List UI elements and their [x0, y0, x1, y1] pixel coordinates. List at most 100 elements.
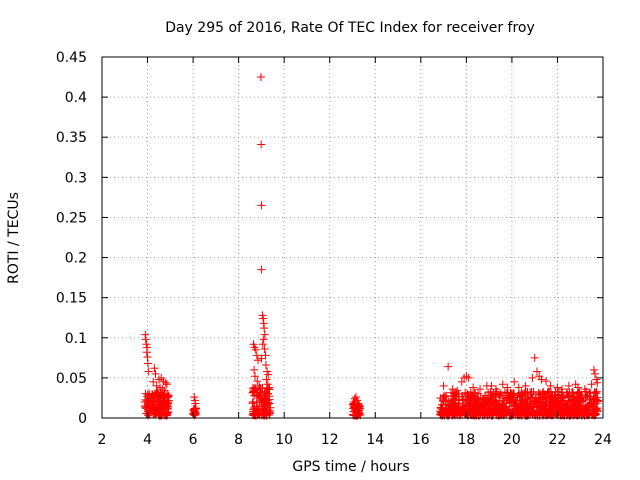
data-point: [351, 393, 360, 402]
data-point: [466, 396, 475, 405]
data-point: [457, 377, 466, 386]
data-point: [265, 383, 274, 392]
data-point: [349, 397, 358, 406]
data-point: [528, 393, 537, 402]
data-point: [253, 391, 262, 400]
data-point: [452, 409, 461, 418]
y-tick-label: 0.05: [56, 371, 87, 387]
data-point: [462, 372, 471, 381]
data-point: [439, 381, 448, 390]
data-point: [436, 410, 445, 419]
data-point: [533, 403, 542, 412]
data-point: [255, 381, 264, 390]
x-axis-label: GPS time / hours: [292, 459, 409, 475]
data-point: [491, 391, 500, 400]
data-point: [141, 335, 150, 344]
data-point: [190, 409, 199, 418]
data-point: [252, 351, 261, 360]
data-point: [353, 396, 362, 405]
y-tick-label: 0: [78, 411, 87, 427]
data-point: [439, 395, 448, 404]
data-point: [248, 399, 257, 408]
data-point: [587, 380, 596, 389]
data-point: [592, 399, 601, 408]
data-point: [445, 410, 454, 419]
plot-frame: [101, 56, 604, 419]
data-point: [488, 408, 497, 417]
data-point: [542, 400, 551, 409]
data-point: [510, 377, 519, 386]
data-point: [550, 391, 559, 400]
data-point: [514, 383, 523, 392]
data-point: [191, 404, 200, 413]
data-point: [534, 402, 543, 411]
data-point: [567, 401, 576, 410]
data-point: [567, 408, 576, 417]
data-point: [576, 404, 585, 413]
data-point: [253, 377, 262, 386]
data-point: [553, 383, 562, 392]
y-tick-labels: 0 0.05 0.1 0.15 0.2 0.25 0.3 0.35 0.4 0.45: [56, 50, 87, 427]
data-point: [150, 395, 159, 404]
data-point: [156, 410, 165, 419]
data-point: [583, 410, 592, 419]
data-point: [444, 397, 453, 406]
data-points: [140, 73, 603, 420]
data-point: [507, 390, 516, 399]
y-tick-label: 0.25: [56, 210, 87, 226]
data-point: [541, 408, 550, 416]
data-point: [449, 399, 458, 408]
data-point: [159, 391, 168, 400]
data-point: [160, 386, 169, 395]
data-point: [144, 367, 153, 376]
data-point: [261, 361, 270, 370]
data-point: [552, 408, 561, 417]
data-point: [476, 385, 485, 394]
data-point: [532, 367, 541, 376]
data-point: [472, 406, 481, 415]
data-point: [464, 373, 473, 382]
data-point: [448, 385, 457, 394]
data-point: [252, 402, 261, 411]
data-point: [150, 364, 159, 373]
data-point: [541, 395, 550, 404]
data-point: [528, 373, 537, 382]
data-point: [447, 404, 456, 413]
data-point: [259, 405, 268, 414]
data-point: [149, 377, 158, 386]
data-point: [447, 405, 456, 414]
data-point: [251, 345, 260, 354]
data-point: [480, 395, 489, 404]
chart-title: Day 295 of 2016, Rate Of TEC Index for r…: [165, 20, 535, 36]
data-point: [355, 402, 364, 411]
data-point: [490, 396, 499, 405]
data-point: [151, 407, 160, 416]
data-point: [190, 393, 199, 402]
data-point: [524, 409, 533, 418]
data-point: [455, 395, 464, 404]
data-point: [261, 351, 270, 360]
data-point: [581, 393, 590, 402]
data-point: [144, 409, 153, 418]
data-point: [546, 397, 555, 406]
data-point: [249, 340, 258, 349]
data-point: [257, 140, 266, 149]
data-point: [591, 369, 600, 378]
data-point: [543, 409, 552, 418]
data-point: [498, 380, 507, 389]
y-tick-label: 0.35: [56, 130, 87, 146]
data-point: [506, 394, 515, 403]
data-point: [260, 398, 269, 407]
data-point: [260, 330, 269, 339]
data-point: [495, 404, 504, 413]
data-point: [557, 397, 566, 406]
data-point: [485, 401, 494, 410]
data-point: [461, 398, 470, 407]
data-point: [593, 407, 602, 416]
data-point: [516, 391, 525, 400]
data-point: [547, 407, 556, 416]
data-point: [144, 359, 153, 368]
x-tick-label: 24: [594, 432, 612, 448]
data-point: [573, 383, 582, 392]
